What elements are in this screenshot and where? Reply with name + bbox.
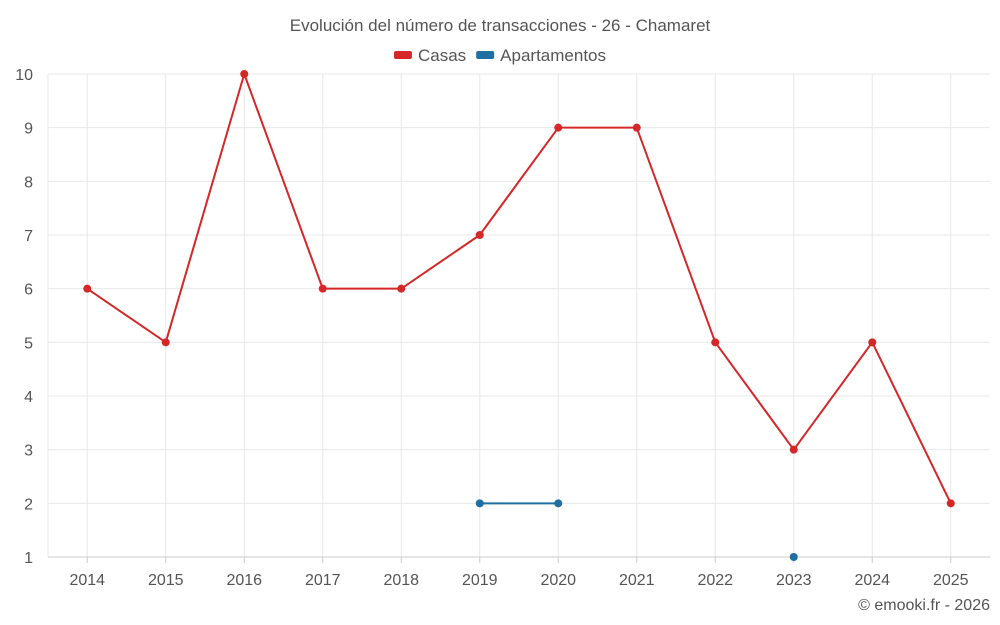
x-tick-label: 2020 <box>540 572 576 589</box>
legend-swatch <box>476 51 495 59</box>
y-tick-label: 5 <box>24 335 33 352</box>
legend-label: Apartamentos <box>500 46 606 65</box>
data-point-casas <box>711 338 720 347</box>
x-tick-label: 2025 <box>933 572 969 589</box>
x-tick-label: 2023 <box>776 572 812 589</box>
legend-label: Casas <box>418 46 466 65</box>
y-tick-label: 1 <box>24 550 33 567</box>
data-point-casas <box>397 284 406 293</box>
data-point-casas <box>475 231 484 239</box>
series-apartamentos <box>475 499 798 561</box>
y-tick-label: 7 <box>24 228 33 245</box>
x-tick-label: 2022 <box>697 572 733 589</box>
x-tick-label: 2021 <box>619 572 655 589</box>
y-tick-label: 9 <box>24 121 33 138</box>
x-tick-label: 2018 <box>383 572 419 589</box>
data-point-casas <box>240 70 249 78</box>
grid <box>48 73 990 557</box>
legend-item-apartamentos: Apartamentos <box>476 46 606 65</box>
data-point-casas <box>161 338 170 347</box>
data-point-casas <box>318 284 327 293</box>
y-tick-label: 10 <box>15 67 33 84</box>
y-tick-label: 6 <box>24 282 33 299</box>
y-tick-label: 3 <box>24 443 33 460</box>
x-tick-label: 2015 <box>148 572 184 589</box>
legend-swatch <box>393 51 412 59</box>
data-point-casas <box>789 445 798 454</box>
data-point-apartamentos <box>789 553 798 561</box>
x-tick-label: 2016 <box>226 572 262 589</box>
x-tick-label: 2017 <box>305 572 341 589</box>
x-tick-label: 2014 <box>69 572 105 589</box>
data-point-casas <box>632 123 641 132</box>
data-point-casas <box>868 338 877 347</box>
legend-item-casas: Casas <box>393 46 466 65</box>
series-line-casas <box>86 73 952 504</box>
data-point-apartamentos <box>475 499 484 508</box>
x-tick-label: 2024 <box>854 572 890 589</box>
data-point-apartamentos <box>554 499 563 508</box>
y-tick-label: 4 <box>24 389 33 406</box>
series-casas <box>83 70 955 508</box>
series-layer <box>83 70 955 561</box>
data-point-casas <box>554 123 563 132</box>
credit-text: © emooki.fr - 2026 <box>858 597 990 614</box>
axes: 1 2 3 4 5 6 7 8 9 10 2014 2015 2016 2017 2018 2019 2020 2… <box>15 67 990 589</box>
data-point-casas <box>83 284 92 293</box>
chart-title: Evolución del número de transacciones - … <box>290 16 711 35</box>
x-tick-label: 2019 <box>462 572 498 589</box>
y-tick-label: 8 <box>24 174 33 191</box>
data-point-casas <box>946 499 955 508</box>
legend: Casas Apartamentos <box>393 46 606 65</box>
y-tick-label: 2 <box>24 496 33 513</box>
